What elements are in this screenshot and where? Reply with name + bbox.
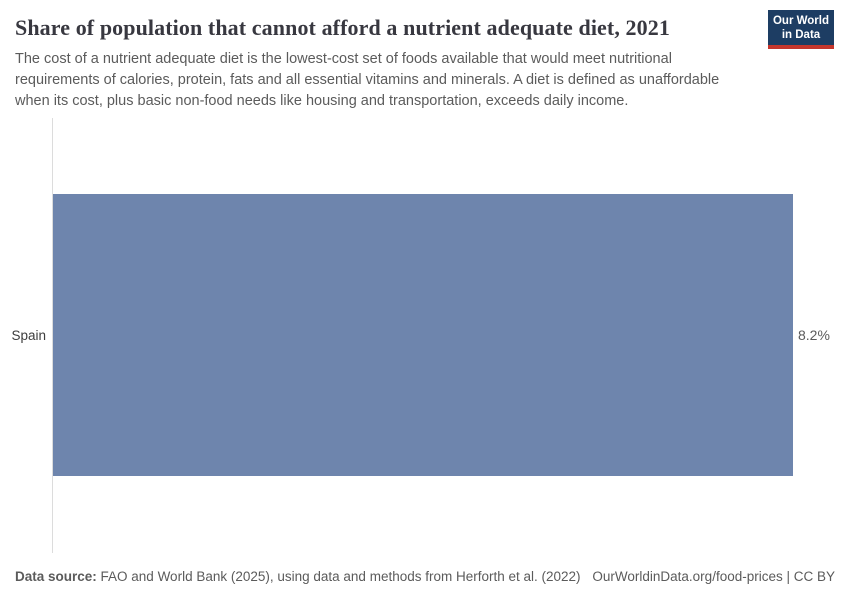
y-axis-line (52, 118, 53, 553)
entity-label-spain: Spain (11, 328, 46, 343)
owid-logo-line1: Our World (772, 15, 829, 27)
owid-url-license-link[interactable]: OurWorldinData.org/food-prices | CC BY (592, 569, 835, 584)
bar-track (53, 194, 793, 476)
data-source-label: Data source: (15, 569, 97, 584)
chart-footer: Data source: FAO and World Bank (2025), … (15, 567, 835, 586)
owid-logo[interactable]: Our World in Data (768, 10, 834, 49)
bar-spain[interactable] (53, 194, 793, 476)
chart-subtitle: The cost of a nutrient adequate diet is … (15, 51, 720, 109)
owid-logo-line2: in Data (781, 29, 821, 41)
page-title: Share of population that cannot afford a… (15, 15, 670, 40)
data-source-note: Data source: FAO and World Bank (2025), … (15, 567, 581, 586)
value-label-spain: 8.2% (798, 327, 830, 343)
data-source-text: FAO and World Bank (2025), using data an… (96, 569, 581, 584)
